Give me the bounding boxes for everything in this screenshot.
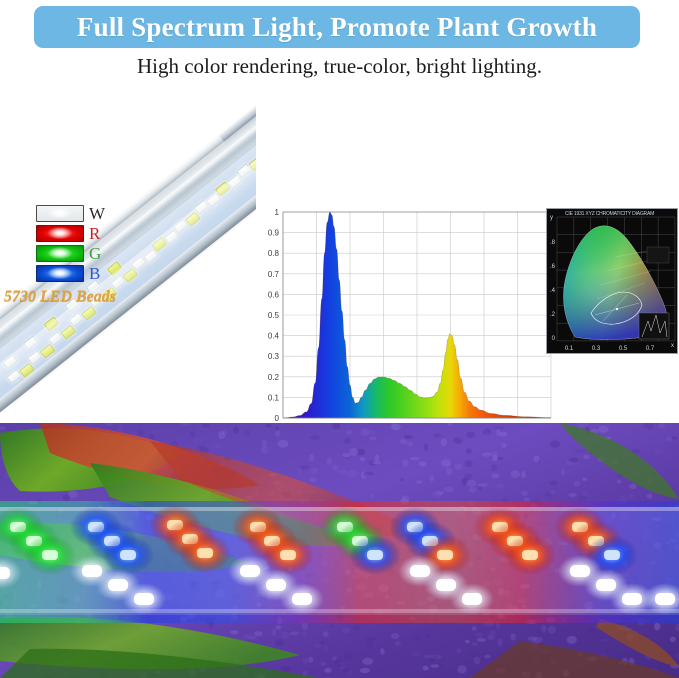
led-chip xyxy=(280,550,296,560)
led-chip xyxy=(436,579,456,591)
legend-label-green: G xyxy=(89,243,102,263)
headline-banner: Full Spectrum Light, Promote Plant Growt… xyxy=(34,6,640,48)
y-axis-tick: 0.2 xyxy=(268,373,280,382)
cie-y-tick: .8 xyxy=(550,240,556,246)
led-chip xyxy=(0,567,10,579)
led-chip xyxy=(522,550,538,560)
led-chip xyxy=(266,579,286,591)
aquarium-led-photo xyxy=(0,423,679,678)
y-axis-tick: 0.8 xyxy=(268,249,280,258)
cie-y-tick: .2 xyxy=(550,312,556,318)
legend-item-green: G xyxy=(36,244,156,262)
cie-x-tick: 0.5 xyxy=(619,346,628,352)
legend-label-red: R xyxy=(89,223,101,243)
y-axis-tick: 0.1 xyxy=(268,393,280,402)
led-chip xyxy=(655,593,675,605)
legend-caption: 5730 LED Beads xyxy=(4,288,116,305)
cie-chromaticity-diagram: CIE 1931 XYZ CHROMATICITY DIAGRAM xyxy=(546,208,678,354)
spectrum-chart: 00.10.20.30.40.50.60.70.80.91 3804304805… xyxy=(255,206,555,423)
spectrum-chart-svg: 00.10.20.30.40.50.60.70.80.91 3804304805… xyxy=(268,208,552,423)
led-chip xyxy=(367,550,383,560)
led-chip xyxy=(82,565,102,577)
legend-label-blue: B xyxy=(89,263,101,283)
y-axis-tick: 0.3 xyxy=(268,352,280,361)
y-axis-tick: 0.9 xyxy=(268,229,280,238)
subtitle: High color rendering, true-color, bright… xyxy=(136,54,543,78)
legend-item-blue: B xyxy=(36,264,156,282)
swatch-white-icon xyxy=(36,204,84,222)
led-chip xyxy=(240,565,260,577)
spectrum-section: W R G B 5730 LED Beads xyxy=(0,96,679,423)
y-axis-tick: 0.4 xyxy=(268,332,280,341)
led-chip xyxy=(292,593,312,605)
led-chip xyxy=(437,550,453,560)
legend-item-red: R xyxy=(36,224,156,242)
cie-x-tick: 0.3 xyxy=(592,346,601,352)
cie-x-axis-label: x xyxy=(671,343,674,349)
cie-y-tick: 0 xyxy=(552,336,556,342)
y-axis-tick: 0.5 xyxy=(268,311,280,320)
swatch-green-icon xyxy=(36,244,84,262)
y-axis-tick: 0.7 xyxy=(268,270,280,279)
swatch-blue-icon xyxy=(36,264,84,282)
led-chip xyxy=(197,548,213,558)
cie-y-tick: .4 xyxy=(550,288,556,294)
led-glow xyxy=(0,557,22,589)
y-axis-tick: 0.6 xyxy=(268,290,280,299)
cie-x-tick: 0.1 xyxy=(565,346,574,352)
led-chip xyxy=(570,565,590,577)
legend-item-white: W xyxy=(36,204,156,222)
led-chip xyxy=(596,579,616,591)
cie-diagram-svg: 0.1 0.3 0.5 0.7 0 .2 .4 .6 .8 y x xyxy=(547,209,677,353)
cie-x-tick: 0.7 xyxy=(646,346,655,352)
swatch-red-icon xyxy=(36,224,84,242)
led-chip xyxy=(462,593,482,605)
legend-label-white: W xyxy=(89,203,106,223)
led-emitters xyxy=(0,505,679,615)
led-chip xyxy=(42,550,58,560)
led-chip xyxy=(120,550,136,560)
led-chip xyxy=(108,579,128,591)
cie-y-tick: .6 xyxy=(550,264,556,270)
led-chip xyxy=(604,550,620,560)
aquarium-photo-svg xyxy=(0,423,679,678)
led-chip xyxy=(134,593,154,605)
cie-title: CIE 1931 XYZ CHROMATICITY DIAGRAM xyxy=(565,211,655,217)
cie-y-axis-label: y xyxy=(550,215,553,221)
y-axis-tick: 1 xyxy=(275,208,280,217)
page-title: Full Spectrum Light, Promote Plant Growt… xyxy=(76,11,598,42)
led-chip xyxy=(410,565,430,577)
led-color-legend: W R G B xyxy=(36,204,156,284)
led-chip xyxy=(622,593,642,605)
y-axis-tick: 0 xyxy=(275,414,280,423)
